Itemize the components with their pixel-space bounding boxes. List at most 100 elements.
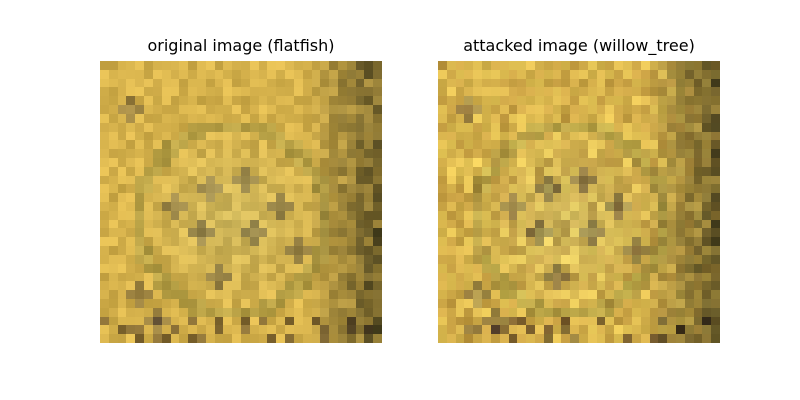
attacked-image-pixel xyxy=(605,96,615,106)
attacked-image-pixel xyxy=(587,96,597,106)
attacked-image-pixel xyxy=(702,69,712,79)
original-image-pixel xyxy=(100,131,109,141)
attacked-image-pixel xyxy=(702,157,712,167)
original-image-pixel xyxy=(179,166,189,176)
attacked-image-pixel xyxy=(684,149,694,158)
attacked-image-pixel xyxy=(534,210,544,220)
attacked-image-pixel xyxy=(526,316,535,326)
original-image-pixel xyxy=(320,228,330,238)
attacked-image-pixel xyxy=(702,105,712,114)
attacked-image-pixel xyxy=(640,175,650,185)
original-image-pixel xyxy=(364,193,374,202)
original-image-pixel xyxy=(373,272,382,282)
original-image-pixel xyxy=(188,334,197,343)
attacked-image-pixel xyxy=(693,149,703,158)
attacked-image-pixel xyxy=(587,122,597,132)
original-image-pixel xyxy=(293,254,303,264)
original-image-pixel xyxy=(179,334,189,343)
original-image-pixel xyxy=(214,281,224,291)
original-image-pixel xyxy=(223,96,233,106)
original-image-pixel xyxy=(337,122,347,132)
original-image-pixel xyxy=(302,202,312,211)
original-image-pixel xyxy=(214,184,224,194)
attacked-image-pixel xyxy=(667,272,676,282)
original-image-pixel xyxy=(188,228,197,238)
attacked-image-pixel xyxy=(464,228,474,238)
original-image-pixel xyxy=(267,281,277,291)
attacked-image-pixel xyxy=(499,149,509,158)
attacked-image-pixel xyxy=(684,219,694,229)
original-image-pixel xyxy=(320,237,330,247)
attacked-image-pixel xyxy=(667,246,676,255)
attacked-image-pixel xyxy=(667,237,676,247)
attacked-image-pixel xyxy=(640,157,650,167)
attacked-image-pixel xyxy=(438,228,447,238)
attacked-image-pixel xyxy=(438,307,447,317)
original-image-pixel xyxy=(355,281,365,291)
original-image-pixel xyxy=(302,272,312,282)
attacked-image-pixel xyxy=(552,210,562,220)
original-image-pixel xyxy=(188,78,197,88)
original-image-pixel xyxy=(302,122,312,132)
original-image-pixel xyxy=(276,87,286,97)
attacked-image-pixel xyxy=(490,237,500,247)
attacked-image-pixel xyxy=(517,184,527,194)
original-image-pixel xyxy=(276,237,286,247)
attacked-image-pixel xyxy=(482,193,491,202)
original-image-pixel xyxy=(311,237,321,247)
attacked-image-pixel xyxy=(702,202,712,211)
attacked-image-pixel xyxy=(596,290,606,299)
original-image-pixel xyxy=(232,157,241,167)
attacked-image-pixel xyxy=(675,78,685,88)
attacked-image-pixel xyxy=(605,184,615,194)
attacked-image-pixel xyxy=(552,69,562,79)
original-image-pixel xyxy=(144,254,153,264)
attacked-image-pixel xyxy=(552,122,562,132)
original-image-pixel xyxy=(100,237,109,247)
original-image-pixel xyxy=(144,184,153,194)
attacked-image-pixel xyxy=(675,61,685,70)
attacked-image-pixel xyxy=(667,334,676,343)
attacked-image-pixel xyxy=(482,254,491,264)
original-image-pixel xyxy=(126,166,136,176)
original-image-pixel xyxy=(364,228,374,238)
attacked-image-pixel xyxy=(561,105,571,114)
attacked-image-pixel xyxy=(490,228,500,238)
attacked-image-pixel xyxy=(464,325,474,335)
original-image-pixel xyxy=(302,210,312,220)
attacked-image-pixel xyxy=(526,254,535,264)
original-image-pixel xyxy=(249,105,259,114)
original-image-pixel xyxy=(285,316,294,326)
original-image-pixel xyxy=(188,202,197,211)
original-image-pixel xyxy=(161,78,171,88)
attacked-image-pixel xyxy=(614,228,624,238)
attacked-image-pixel xyxy=(561,140,571,150)
original-image-pixel xyxy=(276,307,286,317)
attacked-image-pixel xyxy=(561,246,571,255)
original-image-pixel xyxy=(249,254,259,264)
attacked-image-pixel xyxy=(667,228,676,238)
attacked-image-pixel xyxy=(534,113,544,123)
original-image-pixel xyxy=(126,263,136,273)
original-image-pixel xyxy=(144,334,153,343)
attacked-image-pixel xyxy=(561,219,571,229)
attacked-image-pixel xyxy=(684,246,694,255)
attacked-image-pixel xyxy=(482,263,491,273)
attacked-image-pixel xyxy=(534,254,544,264)
original-image-pixel xyxy=(337,193,347,202)
attacked-image-pixel xyxy=(667,263,676,273)
original-image-pixel xyxy=(152,246,162,255)
attacked-image-pixel xyxy=(702,78,712,88)
original-image-pixel xyxy=(232,272,241,282)
original-image-pixel xyxy=(126,272,136,282)
attacked-image-pixel xyxy=(499,140,509,150)
attacked-image-pixel xyxy=(667,61,676,70)
original-image-pixel xyxy=(249,78,259,88)
attacked-image-pixel xyxy=(614,61,624,70)
attacked-image-pixel xyxy=(455,131,465,141)
attacked-image-pixel xyxy=(534,325,544,335)
attacked-image-pixel xyxy=(561,87,571,97)
attacked-image-pixel xyxy=(464,272,474,282)
attacked-image-pixel xyxy=(534,281,544,291)
original-image-pixel xyxy=(170,263,180,273)
